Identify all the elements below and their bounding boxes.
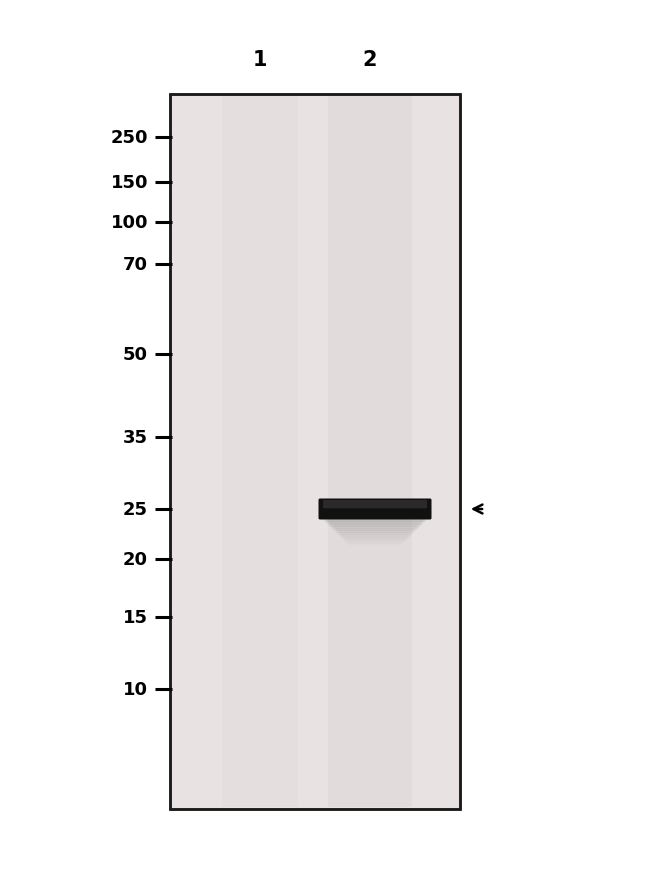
FancyBboxPatch shape bbox=[323, 501, 427, 508]
Bar bbox=[170, 95, 460, 809]
FancyBboxPatch shape bbox=[333, 527, 417, 531]
FancyBboxPatch shape bbox=[338, 531, 412, 535]
FancyBboxPatch shape bbox=[331, 524, 419, 529]
FancyBboxPatch shape bbox=[324, 517, 426, 522]
Text: 150: 150 bbox=[111, 174, 148, 192]
FancyBboxPatch shape bbox=[327, 520, 423, 525]
Text: 70: 70 bbox=[123, 255, 148, 274]
Text: 10: 10 bbox=[123, 680, 148, 698]
Text: 25: 25 bbox=[123, 501, 148, 519]
Bar bbox=[328, 96, 412, 807]
Bar bbox=[222, 96, 298, 807]
Text: 15: 15 bbox=[123, 608, 148, 627]
Text: 50: 50 bbox=[123, 346, 148, 363]
FancyBboxPatch shape bbox=[318, 499, 432, 520]
Text: 100: 100 bbox=[111, 214, 148, 232]
Bar bbox=[170, 95, 460, 809]
FancyBboxPatch shape bbox=[329, 521, 421, 527]
Text: 20: 20 bbox=[123, 550, 148, 568]
Text: 2: 2 bbox=[363, 50, 377, 70]
Text: 250: 250 bbox=[111, 129, 148, 147]
Text: 35: 35 bbox=[123, 428, 148, 447]
Text: 1: 1 bbox=[253, 50, 267, 70]
FancyBboxPatch shape bbox=[335, 528, 415, 534]
